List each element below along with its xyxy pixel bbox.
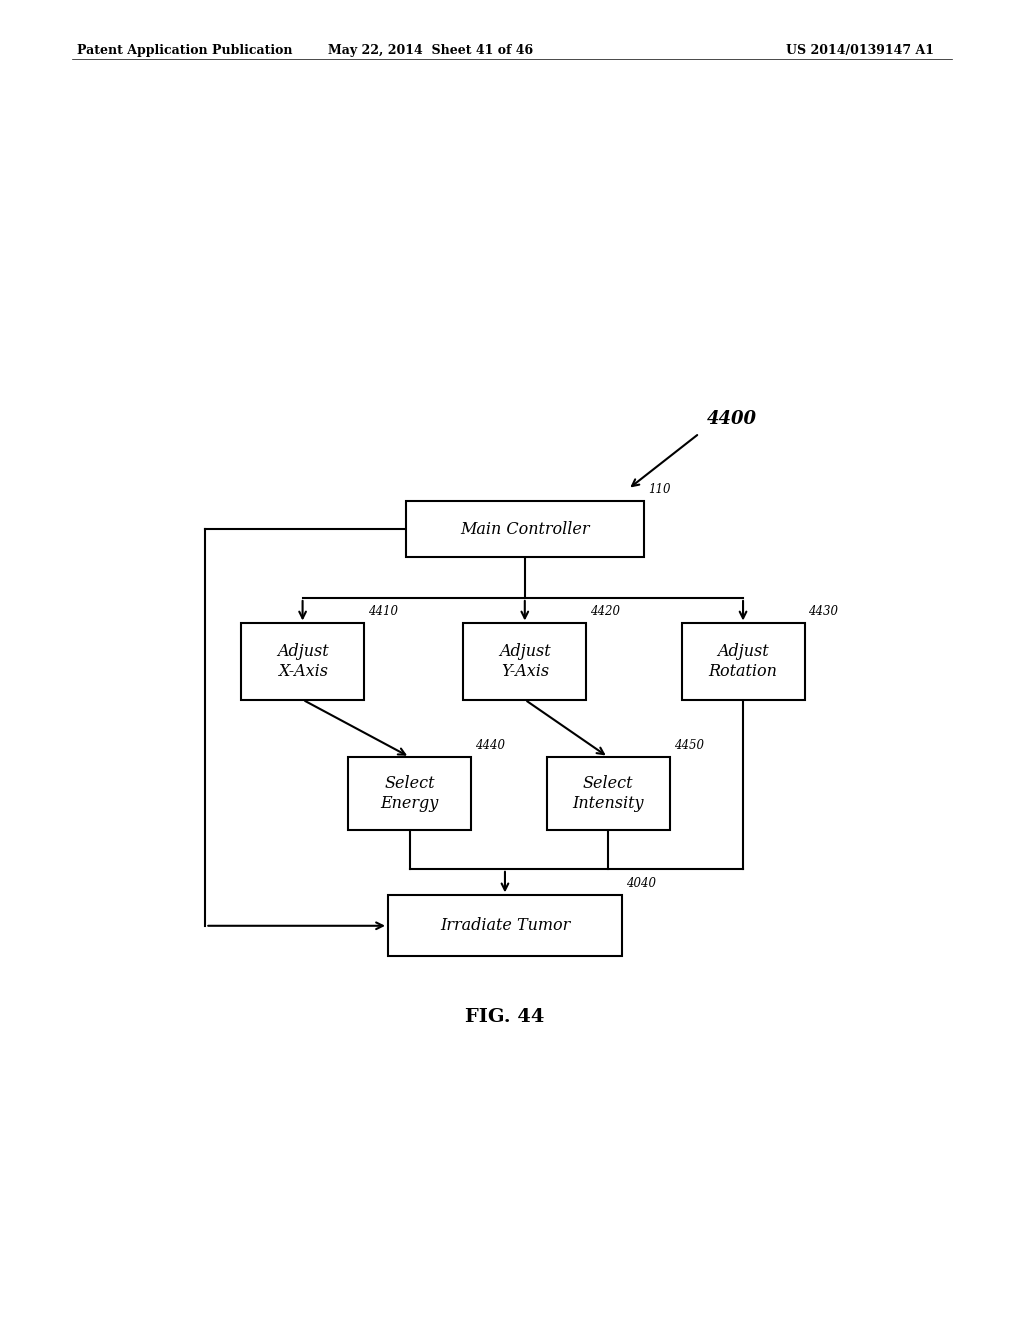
FancyBboxPatch shape xyxy=(241,623,365,700)
Text: 4400: 4400 xyxy=(708,411,758,428)
Text: US 2014/0139147 A1: US 2014/0139147 A1 xyxy=(786,44,934,57)
Text: Select
Energy: Select Energy xyxy=(381,775,439,812)
FancyBboxPatch shape xyxy=(682,623,805,700)
FancyBboxPatch shape xyxy=(406,502,644,557)
Text: Patent Application Publication: Patent Application Publication xyxy=(77,44,292,57)
Text: Adjust
X-Axis: Adjust X-Axis xyxy=(276,643,329,680)
FancyBboxPatch shape xyxy=(348,758,471,830)
Text: 4410: 4410 xyxy=(368,606,398,618)
FancyBboxPatch shape xyxy=(547,758,670,830)
Text: 4450: 4450 xyxy=(674,739,703,752)
Text: 4040: 4040 xyxy=(626,878,656,890)
Text: Select
Intensity: Select Intensity xyxy=(572,775,644,812)
FancyBboxPatch shape xyxy=(388,895,622,956)
Text: 4420: 4420 xyxy=(590,606,621,618)
Text: Irradiate Tumor: Irradiate Tumor xyxy=(440,917,570,935)
Text: 4440: 4440 xyxy=(475,739,505,752)
Text: FIG. 44: FIG. 44 xyxy=(465,1008,545,1026)
Text: Adjust
Rotation: Adjust Rotation xyxy=(709,643,777,680)
Text: Main Controller: Main Controller xyxy=(460,521,590,537)
Text: 110: 110 xyxy=(648,483,671,496)
Text: 4430: 4430 xyxy=(809,606,839,618)
Text: Adjust
Y-Axis: Adjust Y-Axis xyxy=(499,643,551,680)
FancyBboxPatch shape xyxy=(463,623,587,700)
Text: May 22, 2014  Sheet 41 of 46: May 22, 2014 Sheet 41 of 46 xyxy=(328,44,532,57)
